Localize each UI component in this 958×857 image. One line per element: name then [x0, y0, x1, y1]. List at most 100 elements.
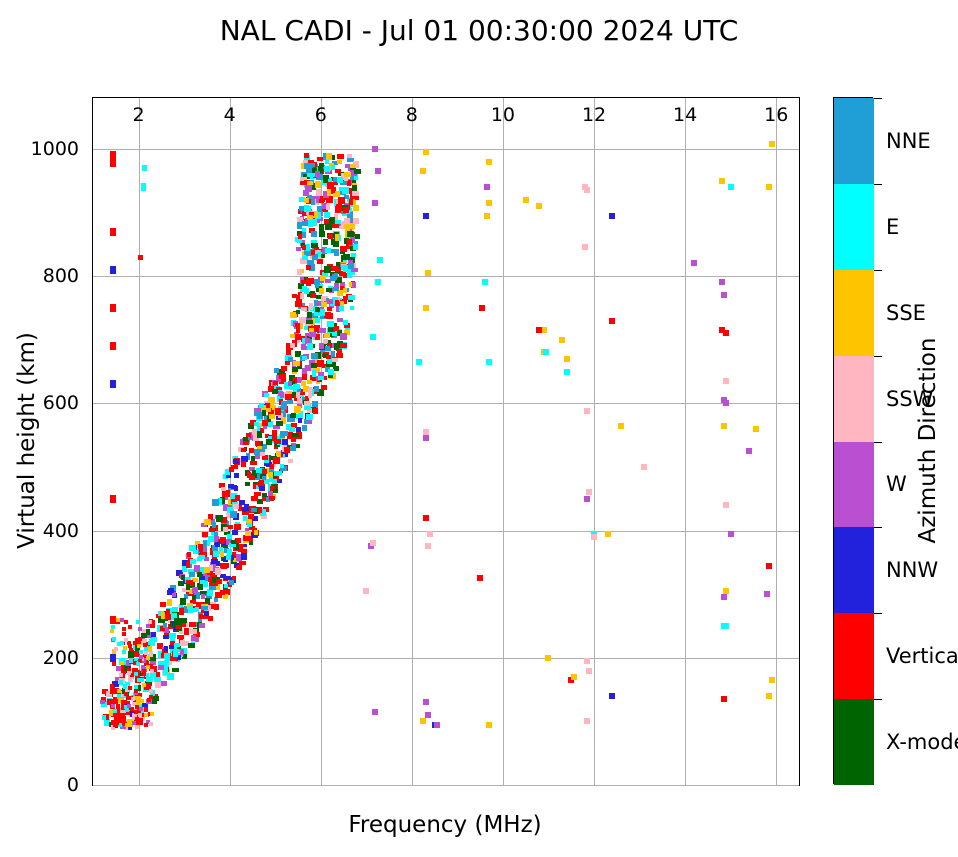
data-point	[259, 404, 265, 408]
data-point	[128, 651, 134, 658]
data-point	[128, 686, 132, 690]
data-point	[123, 685, 127, 689]
xtick-label-6: 6	[315, 104, 327, 126]
data-point	[164, 646, 168, 652]
colorbar-tick-W	[874, 442, 882, 443]
data-point	[315, 171, 321, 177]
data-point	[138, 627, 142, 631]
data-point	[111, 704, 115, 708]
data-point	[342, 187, 349, 194]
data-point	[136, 662, 140, 666]
data-point	[180, 649, 185, 655]
data-point	[195, 607, 200, 612]
data-point	[190, 559, 196, 564]
data-point	[294, 406, 301, 413]
colorbar-segment-NNE[interactable]	[834, 98, 874, 184]
xtick-label-4: 4	[224, 104, 236, 126]
colorbar-segment-W[interactable]	[834, 442, 874, 528]
gridline-vertical	[594, 98, 595, 785]
data-point	[344, 218, 350, 224]
data-point	[163, 635, 169, 639]
data-point	[486, 159, 492, 165]
data-point	[292, 367, 298, 372]
yaxis-label: Virtual height (km)	[14, 97, 44, 784]
data-point	[229, 467, 234, 472]
colorbar[interactable]: NNE E SSE SSW W NNW Vertical X-mode	[833, 97, 873, 784]
data-point	[352, 191, 359, 197]
data-point	[372, 200, 378, 206]
data-point	[425, 712, 431, 718]
data-point	[100, 700, 105, 705]
data-point	[536, 203, 542, 209]
data-point	[582, 244, 588, 250]
data-point	[296, 247, 301, 251]
data-point	[120, 641, 124, 645]
data-point	[274, 439, 281, 444]
data-point	[306, 265, 311, 270]
data-point	[297, 398, 302, 403]
data-point	[192, 587, 198, 593]
data-point	[110, 157, 116, 167]
data-point	[273, 457, 280, 464]
data-point	[259, 486, 265, 491]
data-point	[125, 723, 129, 727]
data-point	[224, 584, 229, 588]
data-point	[330, 276, 336, 281]
data-point	[137, 644, 141, 648]
data-point	[329, 217, 335, 224]
data-point	[229, 580, 234, 585]
data-point	[151, 632, 156, 636]
data-point	[262, 420, 268, 426]
data-point	[321, 254, 325, 258]
data-point	[285, 394, 291, 400]
data-point	[477, 575, 483, 581]
data-point	[337, 177, 343, 183]
colorbar-segment-E[interactable]	[834, 184, 874, 270]
data-point	[239, 561, 246, 566]
data-point	[201, 594, 205, 598]
data-point	[326, 355, 331, 359]
data-point	[316, 189, 321, 196]
data-point	[309, 332, 316, 336]
data-point	[609, 693, 615, 699]
data-point	[214, 604, 219, 611]
data-point	[212, 577, 216, 583]
data-point	[315, 308, 320, 313]
data-point	[161, 681, 167, 687]
data-point	[290, 343, 295, 348]
data-point	[314, 279, 320, 285]
colorbar-tick-SSE	[874, 270, 882, 271]
data-point	[333, 287, 339, 291]
data-point	[309, 303, 313, 310]
data-point	[215, 542, 221, 547]
data-point	[336, 267, 340, 272]
data-point	[199, 555, 205, 559]
colorbar-tick-NNE	[874, 98, 882, 99]
colorbar-segment-SSW[interactable]	[834, 356, 874, 442]
xaxis-label: Frequency (MHz)	[92, 812, 798, 838]
colorbar-segment-SSE[interactable]	[834, 270, 874, 356]
data-point	[420, 718, 426, 724]
data-point	[262, 476, 266, 480]
data-point	[119, 673, 123, 677]
colorbar-segment-Vertical[interactable]	[834, 613, 874, 699]
data-point	[199, 623, 205, 628]
data-point	[256, 468, 261, 472]
data-point	[766, 184, 772, 190]
data-point	[307, 419, 312, 424]
data-point	[181, 575, 186, 580]
data-point	[127, 704, 131, 708]
colorbar-segment-NNW[interactable]	[834, 527, 874, 613]
data-point	[723, 623, 729, 629]
data-point	[272, 479, 277, 484]
data-point	[110, 228, 116, 236]
colorbar-segment-X-mode[interactable]	[834, 699, 874, 785]
data-point	[304, 198, 308, 203]
data-point	[120, 618, 124, 622]
data-point	[186, 561, 191, 568]
data-point	[584, 658, 590, 664]
data-point	[110, 266, 116, 274]
data-point	[232, 576, 236, 580]
data-point	[343, 254, 349, 260]
gridline-horizontal	[93, 276, 799, 277]
